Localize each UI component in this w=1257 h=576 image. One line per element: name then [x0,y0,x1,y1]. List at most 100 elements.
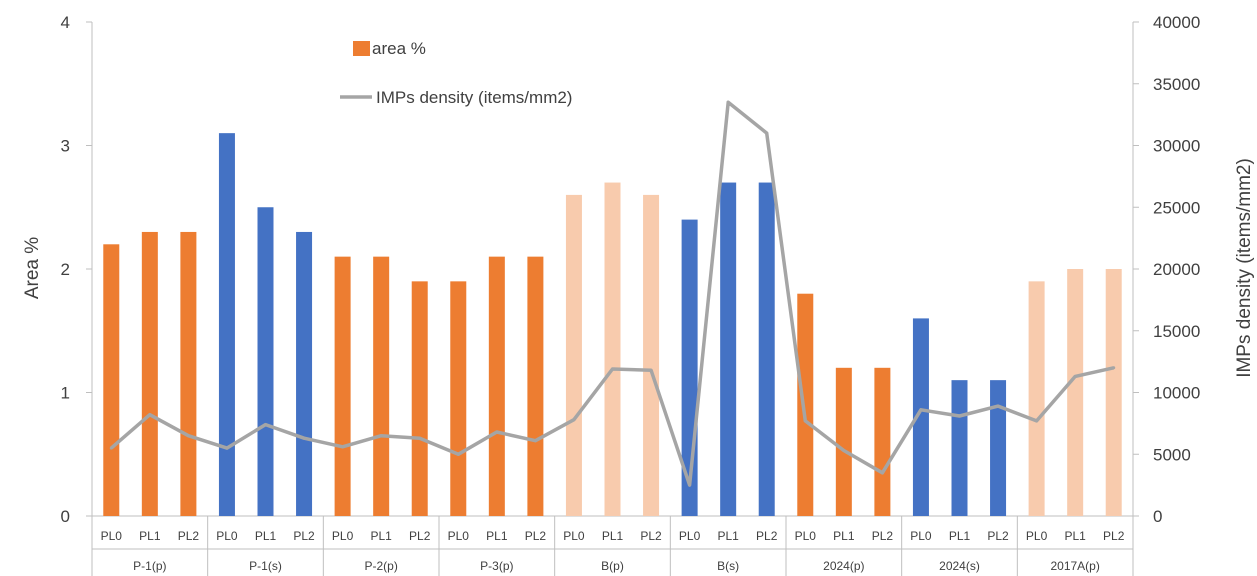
density-point [726,100,730,104]
density-point [341,445,345,449]
y2-tick-label: 0 [1153,507,1162,526]
line-series [109,100,1116,487]
x-category-label: PL2 [756,529,778,543]
y-tick-label: 3 [61,137,70,156]
density-point [880,471,884,475]
x-group-label: P-2(p) [364,559,397,573]
y2-tick-label: 5000 [1153,445,1191,464]
x-category-label: PL2 [293,529,315,543]
x-group-label: B(s) [717,559,739,573]
bar [758,182,775,517]
density-point [1112,366,1116,370]
x-category-label: PL1 [370,529,392,543]
bar [1105,269,1122,516]
bar [527,256,544,516]
y-tick-label: 4 [61,13,70,32]
x-group-label: P-1(s) [249,559,282,573]
x-category-label: PL0 [563,529,585,543]
density-point [1035,419,1039,423]
x-category-label: PL2 [1103,529,1125,543]
bar [990,380,1007,516]
x-category-label: PL0 [448,529,470,543]
y2-tick-label: 30000 [1153,137,1200,156]
bar [334,256,351,516]
density-point [611,367,614,371]
x-category-label: PL0 [332,529,354,543]
density-point [572,418,576,422]
bar-series [103,133,1122,517]
x-category-label: PL0 [910,529,932,543]
x-group-label: P-3(p) [480,559,513,573]
x-category-label: PL1 [1064,529,1086,543]
x-category-label: PL2 [640,529,662,543]
bar [218,133,235,516]
y-axis-title: Area % [22,237,43,299]
density-point [418,436,422,440]
x-category-label: PL1 [833,529,855,543]
bar [450,281,467,516]
x-category-label: PL0 [679,529,701,543]
x-group-label: B(p) [601,559,624,573]
bar [835,367,852,516]
density-point [186,434,190,438]
x-category-label: PL1 [602,529,624,543]
bar [565,194,582,516]
density-point [109,446,113,450]
density-point [803,419,807,423]
bar [180,231,197,516]
density-point [148,413,152,417]
bar [1028,281,1045,516]
x-group-label: P-1(p) [133,559,166,573]
bar [488,256,505,516]
bar [604,182,621,517]
bar [874,367,891,516]
density-point [688,483,692,487]
density-point [1073,374,1077,378]
bar [411,281,428,516]
density-point [264,423,267,427]
y-tick-label: 1 [61,384,70,403]
density-point [379,434,383,438]
x-category-label: PL1 [139,529,161,543]
density-point [765,131,769,135]
bar [141,231,158,516]
y2-tick-label: 20000 [1153,260,1200,279]
x-category-label: PL0 [101,529,123,543]
y-tick-label: 2 [61,260,70,279]
x-category-label: PL2 [525,529,547,543]
bar [797,293,814,516]
axis-labels: 0 1 2 3 4 0 5000 10000 15000 20000 25000 30000 35000… [61,13,1201,573]
x-group-label: 2017A(p) [1050,559,1099,573]
legend: area % IMPs density (items/mm2) [340,39,572,107]
density-point [302,436,306,440]
density-point [958,414,961,418]
bar [720,182,737,517]
x-category-label: PL0 [216,529,238,543]
x-category-label: PL1 [486,529,508,543]
x-category-label: PL2 [409,529,431,543]
x-category-label: PL2 [178,529,200,543]
x-category-label: PL1 [717,529,739,543]
x-category-label: PL1 [949,529,971,543]
x-group-label: 2024(p) [823,559,864,573]
x-category-label: PL0 [795,529,817,543]
density-point [533,439,537,443]
x-category-label: PL2 [987,529,1009,543]
legend-label-density: IMPs density (items/mm2) [376,88,572,107]
density-point [225,446,229,450]
legend-swatch-area [353,41,370,56]
y2-axis-title: IMPs density (items/mm2) [1234,158,1255,378]
x-category-label: PL2 [872,529,894,543]
density-point [649,368,653,372]
y-tick-label: 0 [61,507,70,526]
bar [951,380,968,516]
bar [257,207,274,516]
density-point [495,430,499,434]
bar [296,231,313,516]
x-category-label: PL0 [1026,529,1048,543]
density-point [996,404,1000,408]
density-point [919,408,923,412]
legend-label-area: area % [372,39,426,58]
x-category-label: PL1 [255,529,277,543]
